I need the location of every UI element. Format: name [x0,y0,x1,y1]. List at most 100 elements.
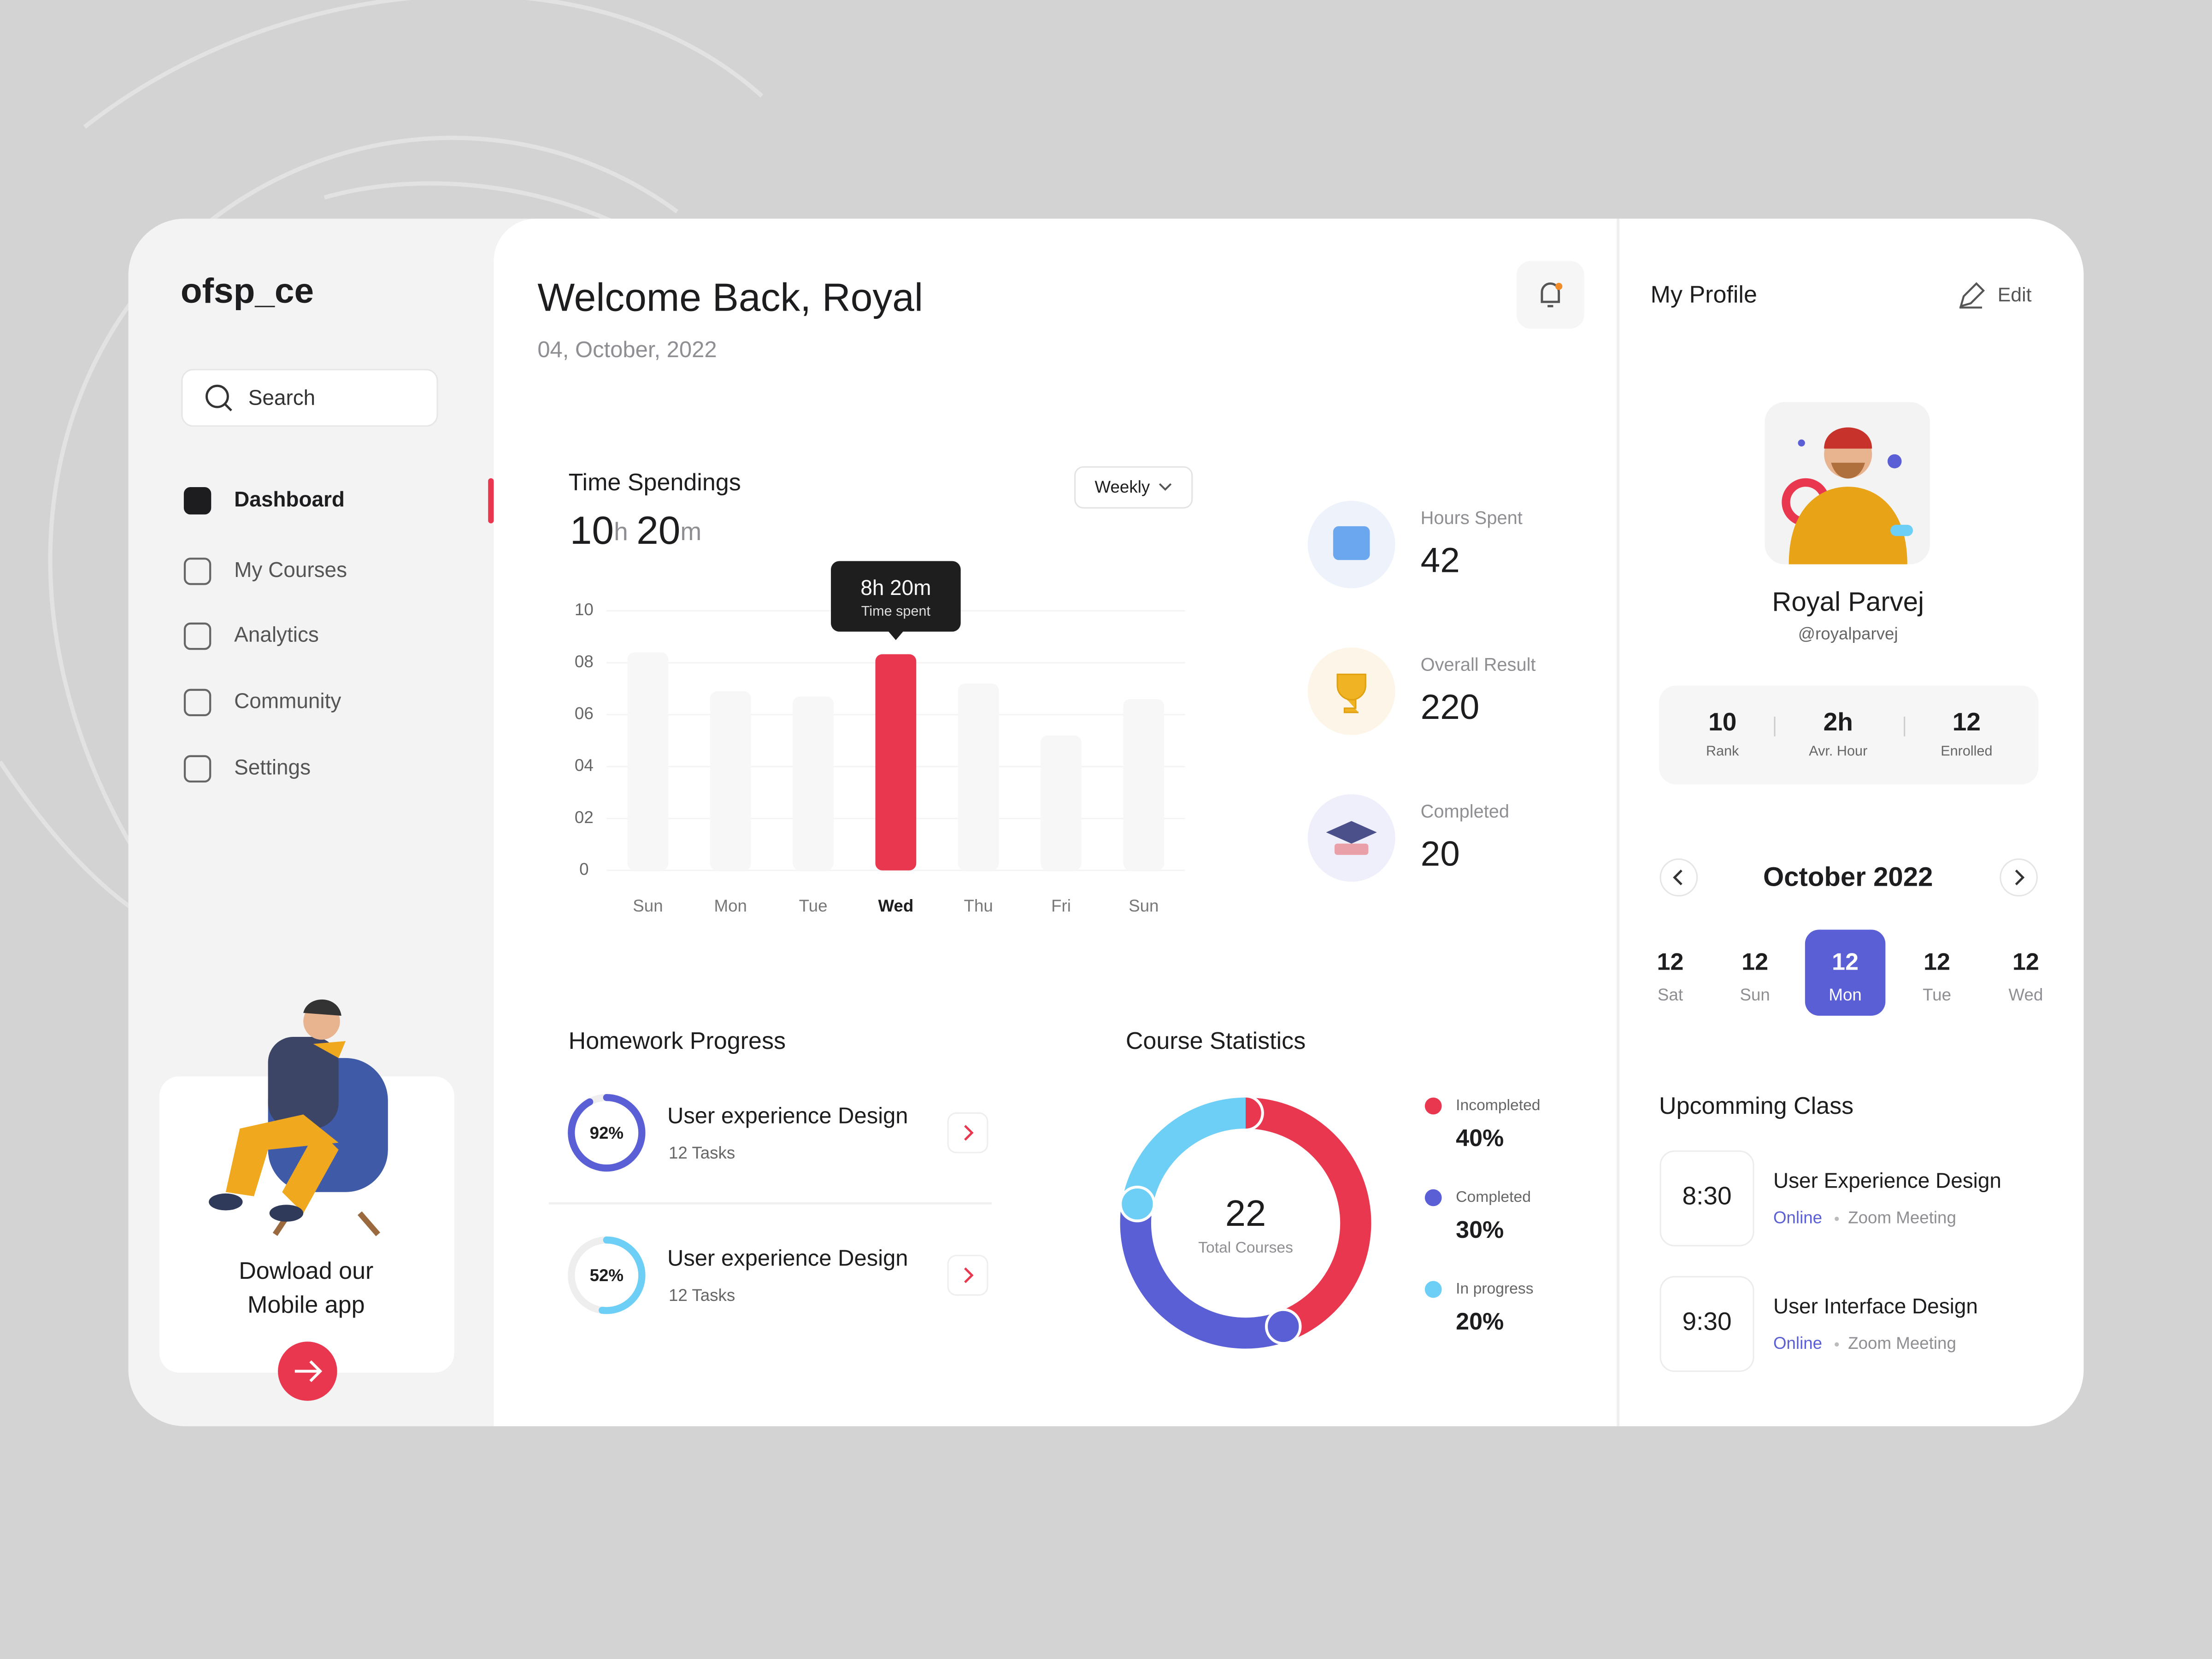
legend-value: 30% [1456,1217,1504,1243]
stat-label: Completed [1421,801,1509,822]
promo-text: Dowload our [239,1258,373,1284]
tooltip-value: 8h 20m [860,576,931,600]
profile-stat-value: 12 [1953,707,1981,736]
nav-item[interactable]: Analytics [234,623,319,647]
calendar-date[interactable]: 12 [2012,949,2039,976]
open-button[interactable] [947,1112,988,1153]
chevron-icon [1673,870,1683,886]
donut-center-value: 22 [1225,1193,1266,1234]
class-mode: Online [1773,1334,1822,1353]
stat-value: 42 [1421,541,1460,580]
donut-center-label: Total Courses [1198,1239,1293,1256]
legend-label: In progress [1456,1280,1533,1297]
progress-ring [568,1236,646,1314]
legend-dot [1424,1189,1442,1206]
arrow-icon [294,1360,323,1382]
book-icon [1334,843,1369,855]
legend-dot [1424,1097,1442,1115]
tooltip-label: Time spent [861,603,931,619]
active-indicator [488,478,494,524]
progress-label: 52% [590,1266,624,1285]
legs [282,1128,339,1213]
body [268,1037,339,1129]
separator-dot [1835,1342,1839,1347]
calendar-day: Mon [1829,985,1861,1004]
next-month-button[interactable] [2000,858,2038,897]
donut-segment [1122,1097,1246,1207]
page-title: Welcome Back, Royal [537,276,923,320]
total-time-part: 20 [636,508,680,553]
homework-title: User experience Design [667,1246,908,1271]
calendar-date[interactable]: 12 [1924,949,1950,976]
calendar-date[interactable]: 12 [1657,949,1684,976]
main-panel [494,218,2084,1426]
x-tick-label: Mon [714,896,747,915]
calendar-day: Wed [2008,985,2043,1004]
page-date: 04, October, 2022 [537,337,717,362]
bar [793,696,834,871]
edit-button[interactable]: Edit [1998,284,2032,306]
search-placeholder: Search [248,385,315,409]
calendar-day: Sun [1740,985,1770,1004]
profile-name: Royal Parvej [1772,587,1924,617]
stat-label: Overall Result [1421,654,1536,675]
tooltip [831,561,961,632]
homework-tasks: 12 Tasks [669,1143,735,1162]
prev-month-button[interactable] [1659,858,1698,897]
y-tick-label: 06 [575,704,594,723]
nav-icon [183,558,212,585]
bar [1123,699,1165,871]
class-time: 8:30 [1682,1182,1731,1210]
nav-item[interactable]: My Courses [234,558,347,582]
total-time-part: h [614,517,628,546]
calendar-date[interactable]: 12 [1741,949,1768,976]
shoe [209,1193,243,1211]
legend-value: 20% [1456,1308,1504,1335]
nav-item[interactable]: Settings [234,755,311,779]
bar [710,691,751,871]
x-tick-label: Fri [1051,896,1071,915]
segment-cap [1265,1308,1302,1345]
x-tick-label: Wed [878,896,913,915]
class-platform: Zoom Meeting [1848,1208,1956,1227]
y-tick-label: 02 [575,808,594,827]
class-title: User Experience Design [1773,1168,2001,1192]
profile-stat-label: Avr. Hour [1809,743,1867,759]
avatar-beard [1831,463,1865,479]
open-button[interactable] [947,1254,988,1296]
search-icon [224,403,232,412]
y-tick-label: 08 [575,652,594,671]
nav-item[interactable]: Dashboard [234,487,345,511]
search-icon [206,384,229,408]
search-box[interactable] [181,369,438,427]
notification-button[interactable] [1516,261,1584,329]
profile-stat-label: Rank [1706,743,1739,759]
x-tick-label: Thu [964,896,993,915]
x-tick-label: Sun [1129,896,1159,915]
bar [627,652,669,871]
promo-text: Mobile app [247,1291,365,1318]
separator-dot [1835,1217,1839,1221]
tooltip-arrow [887,630,905,640]
avatar-decoration [1798,439,1805,447]
progress-label: 92% [590,1124,624,1142]
arc [83,0,764,129]
illustration [209,999,388,1236]
avatar-decoration [1890,524,1913,536]
section-title: Time Spendings [569,469,741,496]
calendar-date[interactable]: 12 [1832,949,1859,976]
section-title: Homework Progress [569,1028,786,1054]
time-box [1659,1150,1754,1247]
cap-icon [1326,821,1377,844]
filter-label[interactable]: Weekly [1095,477,1150,496]
nav-icon [183,755,212,783]
x-tick-label: Sun [633,896,663,915]
avatar-decoration [1887,454,1902,469]
scarf [313,1041,346,1058]
nav-icon [183,688,212,717]
filter-dropdown[interactable] [1074,466,1193,509]
nav-item[interactable]: Community [234,689,341,713]
chevron-icon [964,1125,974,1141]
